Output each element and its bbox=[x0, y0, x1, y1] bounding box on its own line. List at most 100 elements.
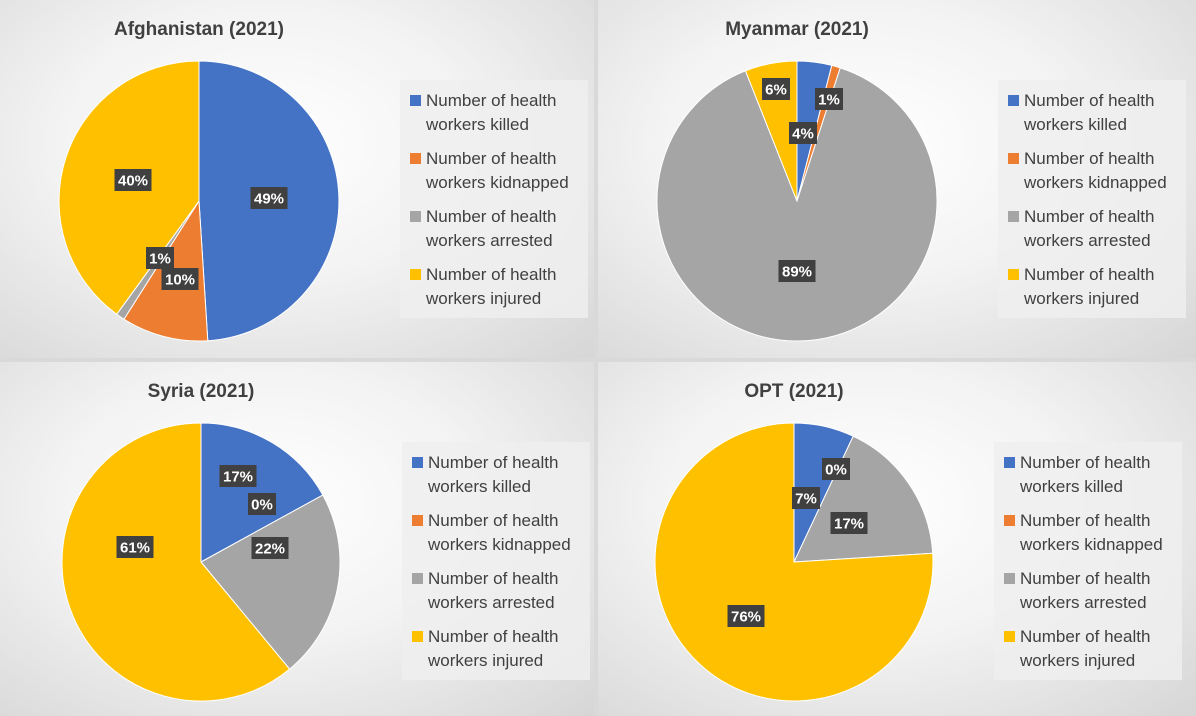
pie-slice bbox=[654, 422, 934, 702]
data-label-box bbox=[250, 187, 288, 209]
data-label: 6% bbox=[762, 78, 790, 100]
pie-slice bbox=[61, 422, 291, 702]
data-label: 49% bbox=[250, 187, 288, 209]
data-label-box bbox=[830, 512, 868, 534]
legend-label: workers killed bbox=[425, 115, 529, 134]
legend-label: workers injured bbox=[427, 651, 543, 670]
legend-label: workers kidnapped bbox=[1023, 173, 1167, 192]
data-label-box bbox=[219, 465, 257, 487]
legend-label: Number of health bbox=[1024, 149, 1154, 168]
data-label-text: 22% bbox=[255, 541, 285, 558]
legend-label: Number of health bbox=[426, 265, 556, 284]
legend-entry: Number of health workers kidnapped bbox=[1004, 511, 1163, 554]
data-label: 4% bbox=[789, 122, 817, 144]
legend-label: Number of health bbox=[426, 149, 556, 168]
legend-label: workers kidnapped bbox=[425, 173, 569, 192]
legend-label: workers killed bbox=[1019, 477, 1123, 496]
data-label: 17% bbox=[219, 465, 257, 487]
legend-label: workers arrested bbox=[427, 593, 555, 612]
chart-title: Syria (2021) bbox=[148, 381, 255, 402]
data-label-box bbox=[251, 537, 289, 559]
legend-label: Number of health bbox=[428, 511, 558, 530]
data-label-box bbox=[789, 122, 817, 144]
legend-swatch bbox=[1008, 153, 1019, 164]
legend-label: Number of health bbox=[1020, 511, 1150, 530]
legend-swatch bbox=[410, 153, 421, 164]
data-label: 10% bbox=[161, 268, 199, 290]
legend-label: workers injured bbox=[1023, 289, 1139, 308]
data-label-box bbox=[778, 260, 816, 282]
pie-slice bbox=[200, 494, 341, 670]
data-label: 89% bbox=[778, 260, 816, 282]
pie-slice bbox=[793, 435, 934, 563]
legend-label: workers kidnapped bbox=[1019, 535, 1163, 554]
data-label-text: 89% bbox=[782, 264, 812, 281]
data-label: 61% bbox=[116, 536, 154, 558]
legend-label: workers injured bbox=[1019, 651, 1135, 670]
pie-slice bbox=[656, 67, 938, 342]
data-label-box bbox=[114, 169, 152, 191]
legend-swatch bbox=[1008, 269, 1019, 280]
legend-swatch bbox=[1004, 631, 1015, 642]
legend-entry: Number of health workers killed bbox=[1008, 91, 1154, 134]
legend-swatch bbox=[412, 515, 423, 526]
legend-label: Number of health bbox=[428, 569, 558, 588]
data-label: 0% bbox=[822, 458, 850, 480]
legend-label: Number of health bbox=[1020, 627, 1150, 646]
chart-title: Afghanistan (2021) bbox=[114, 19, 284, 40]
data-label-text: 40% bbox=[118, 173, 148, 190]
legend-entry: Number of health workers arrested bbox=[410, 207, 556, 250]
legend-entry: Number of health workers arrested bbox=[1008, 207, 1154, 250]
chart-panel: Syria (2021) 17% 0% 22% 61% Number of health w… bbox=[0, 362, 594, 716]
legend-background bbox=[994, 442, 1182, 680]
data-label-box bbox=[146, 247, 174, 269]
legend-label: workers killed bbox=[1023, 115, 1127, 134]
pie-chart: Syria (2021) 17% 0% 22% 61% Number of health w… bbox=[61, 381, 590, 702]
legend-swatch bbox=[410, 269, 421, 280]
data-label-text: 61% bbox=[120, 540, 150, 557]
legend-entry: Number of health workers killed bbox=[410, 91, 556, 134]
legend-label: workers injured bbox=[425, 289, 541, 308]
legend-entry: Number of health workers arrested bbox=[412, 569, 558, 612]
legend-label: Number of health bbox=[426, 91, 556, 110]
legend-label: workers kidnapped bbox=[427, 535, 571, 554]
legend-label: Number of health bbox=[1024, 91, 1154, 110]
legend-swatch bbox=[1004, 573, 1015, 584]
data-label-box bbox=[161, 268, 199, 290]
legend-swatch bbox=[1008, 211, 1019, 222]
legend-swatch bbox=[412, 631, 423, 642]
legend-label: Number of health bbox=[428, 453, 558, 472]
legend-background bbox=[402, 442, 590, 680]
data-label-box bbox=[116, 536, 154, 558]
pie-chart: OPT (2021) 7% 0% 17% 76% Number of health work… bbox=[654, 381, 1182, 702]
data-label-text: 10% bbox=[165, 272, 195, 289]
data-label-box bbox=[822, 458, 850, 480]
legend-label: Number of health bbox=[1024, 207, 1154, 226]
legend-label: workers arrested bbox=[1019, 593, 1147, 612]
data-label-text: 0% bbox=[251, 497, 273, 514]
legend-swatch bbox=[1008, 95, 1019, 106]
legend-background bbox=[998, 80, 1186, 318]
chart-panel: Afghanistan (2021) 49% 10% 1% 40% Number of h… bbox=[0, 0, 594, 358]
chart-panel: OPT (2021) 7% 0% 17% 76% Number of health work… bbox=[598, 362, 1196, 716]
legend-label: Number of health bbox=[428, 627, 558, 646]
legend-swatch bbox=[1004, 515, 1015, 526]
data-label-box bbox=[815, 88, 843, 110]
data-label: 17% bbox=[830, 512, 868, 534]
chart-title: Myanmar (2021) bbox=[725, 19, 869, 40]
chart-title: OPT (2021) bbox=[744, 381, 843, 402]
data-label-text: 0% bbox=[825, 462, 847, 479]
legend-entry: Number of health workers injured bbox=[412, 627, 558, 670]
data-label: 40% bbox=[114, 169, 152, 191]
legend-label: workers arrested bbox=[1023, 231, 1151, 250]
data-label-text: 49% bbox=[254, 191, 284, 208]
data-label-box bbox=[248, 493, 276, 515]
legend-entry: Number of health workers injured bbox=[410, 265, 556, 308]
legend-entry: Number of health workers kidnapped bbox=[1008, 149, 1167, 192]
legend-swatch bbox=[412, 457, 423, 468]
legend-swatch bbox=[412, 573, 423, 584]
data-label-box bbox=[762, 78, 790, 100]
